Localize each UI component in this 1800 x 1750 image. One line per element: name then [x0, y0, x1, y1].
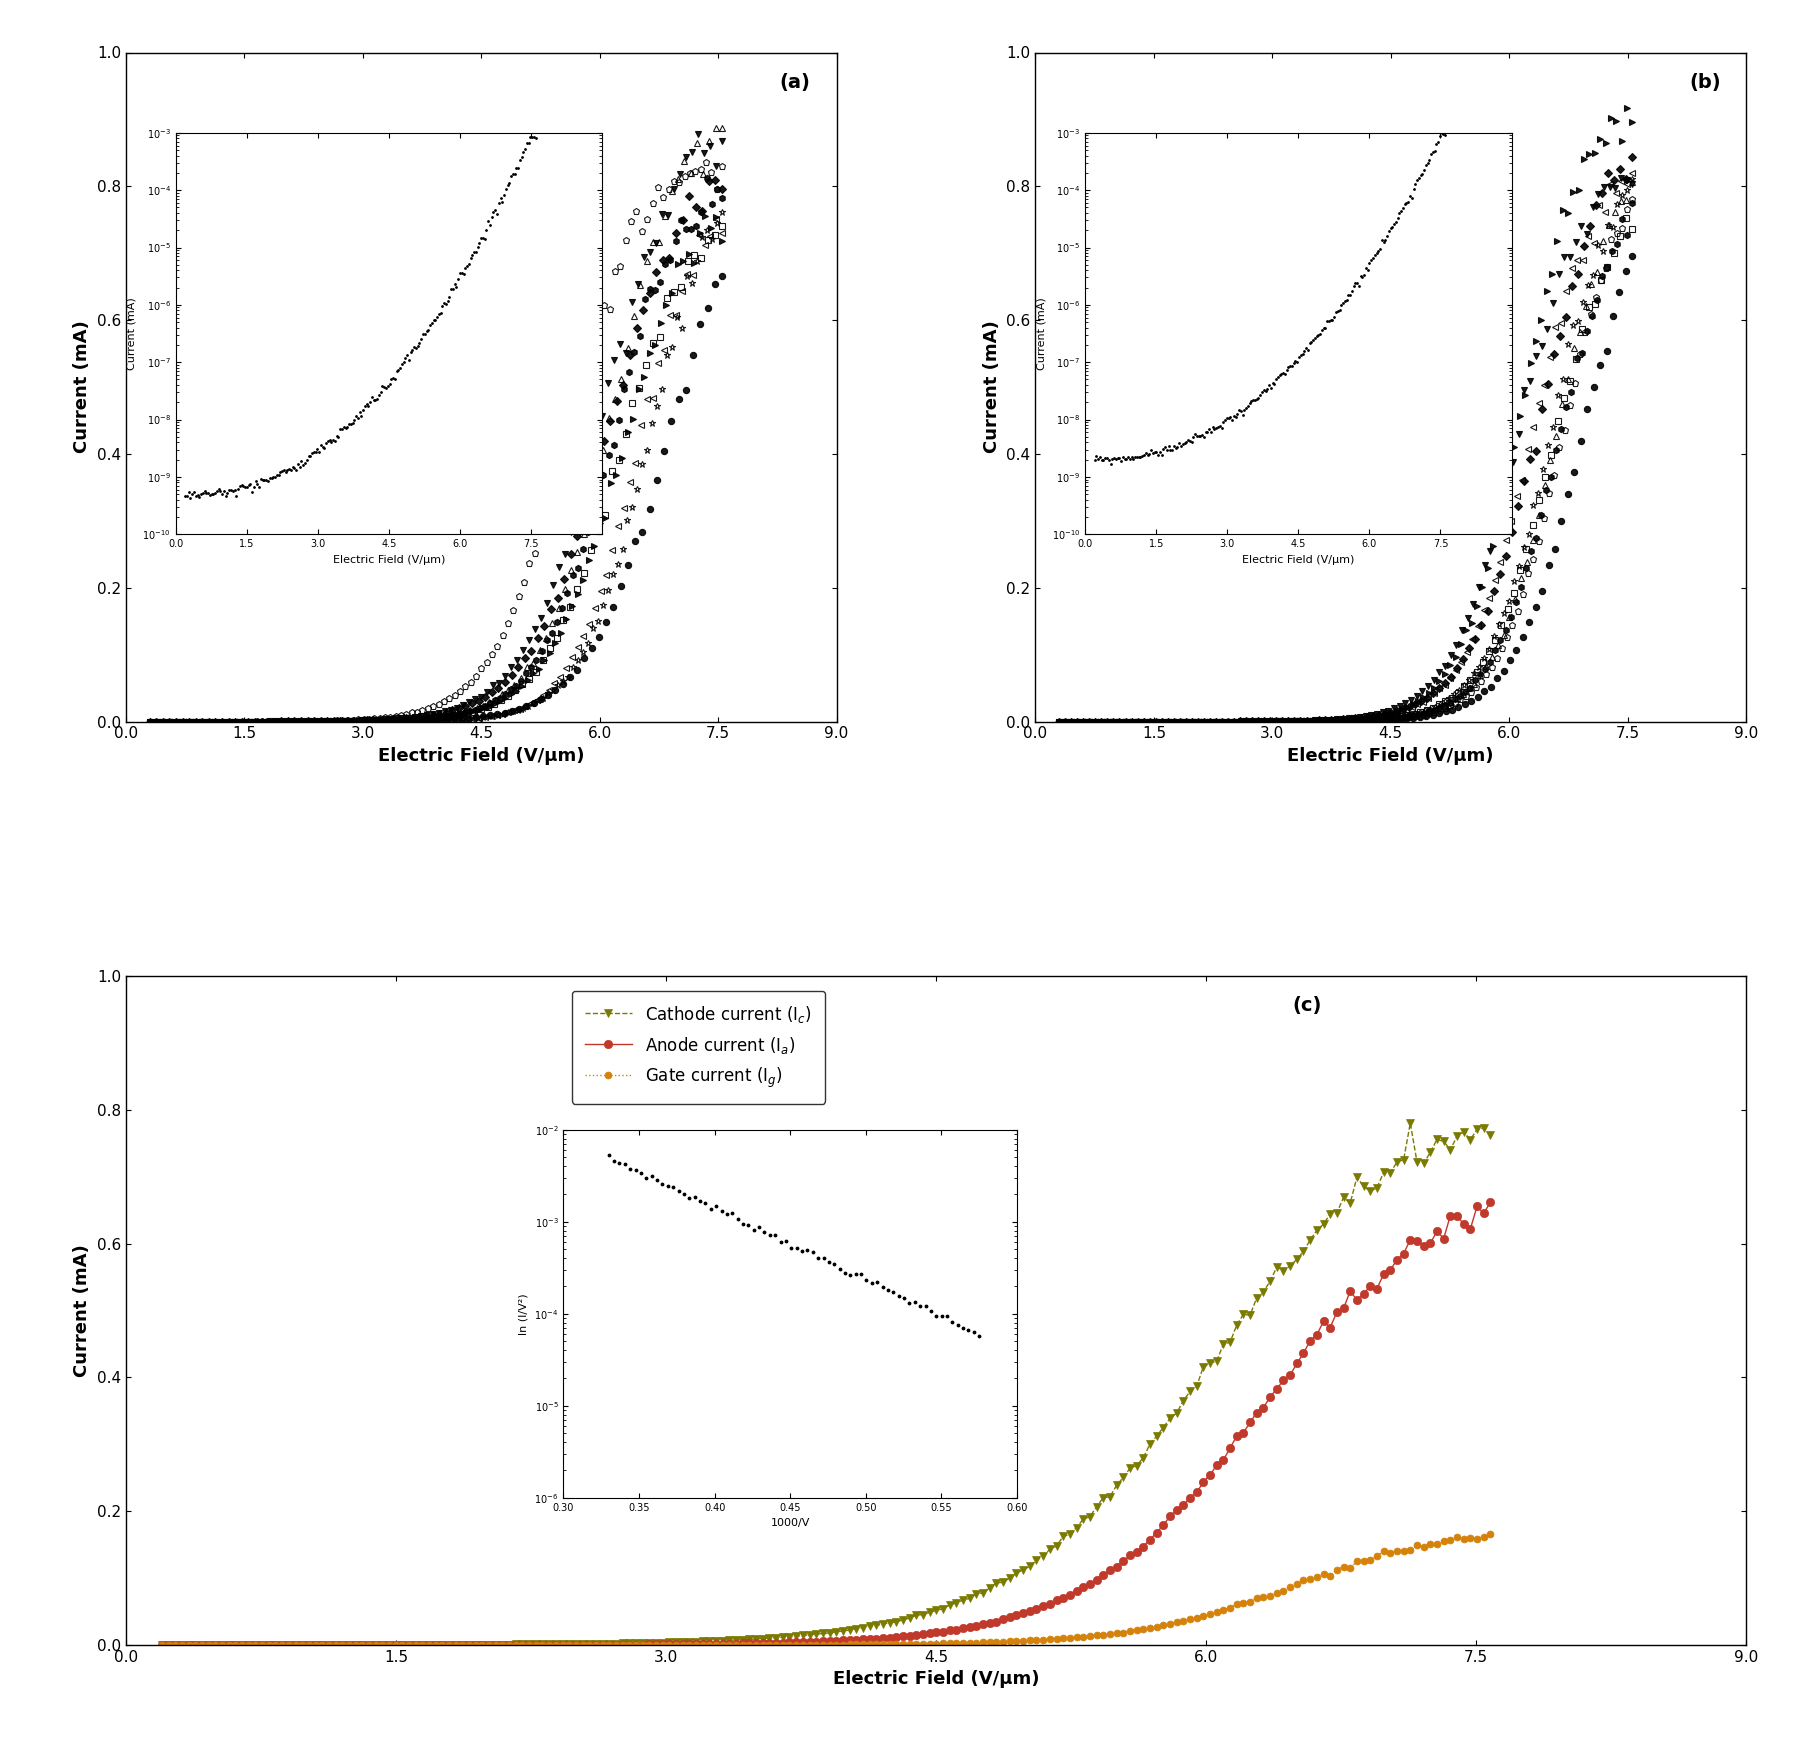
X-axis label: Electric Field (V/μm): Electric Field (V/μm)	[378, 747, 585, 765]
Anode current (I$_a$)	[232, 1634, 254, 1655]
Text: (a): (a)	[779, 72, 810, 91]
Legend: Cathode current (I$_c$), Anode current (I$_a$), Gate current (I$_g$): Cathode current (I$_c$), Anode current (…	[572, 990, 824, 1104]
Anode current (I$_a$)	[1480, 1192, 1501, 1213]
Cathode current (I$_c$)	[506, 1634, 527, 1655]
Line: Cathode current (I$_c$): Cathode current (I$_c$)	[158, 1118, 1494, 1648]
Gate current (I$_g$)	[398, 1634, 419, 1655]
Anode current (I$_a$)	[205, 1634, 227, 1655]
Gate current (I$_g$)	[506, 1634, 527, 1655]
Gate current (I$_g$)	[205, 1634, 227, 1655]
Cathode current (I$_c$)	[1420, 1141, 1442, 1162]
Anode current (I$_a$)	[151, 1634, 173, 1655]
Gate current (I$_g$)	[232, 1634, 254, 1655]
Text: (c): (c)	[1292, 996, 1321, 1015]
Y-axis label: Current (mA): Current (mA)	[74, 1244, 92, 1377]
Gate current (I$_g$)	[1480, 1524, 1501, 1545]
Text: (b): (b)	[1688, 72, 1721, 91]
Cathode current (I$_c$)	[205, 1634, 227, 1655]
Line: Gate current (I$_g$): Gate current (I$_g$)	[158, 1531, 1494, 1648]
Anode current (I$_a$)	[1413, 1236, 1435, 1256]
Cathode current (I$_c$)	[232, 1634, 254, 1655]
Y-axis label: Current (mA): Current (mA)	[74, 320, 92, 453]
Anode current (I$_a$)	[1366, 1278, 1388, 1298]
Anode current (I$_a$)	[506, 1634, 527, 1655]
Line: Anode current (I$_a$): Anode current (I$_a$)	[158, 1199, 1494, 1648]
Cathode current (I$_c$)	[398, 1634, 419, 1655]
Cathode current (I$_c$)	[1366, 1178, 1388, 1199]
Gate current (I$_g$)	[1366, 1545, 1388, 1566]
Gate current (I$_g$)	[151, 1634, 173, 1655]
Anode current (I$_a$)	[398, 1634, 419, 1655]
Gate current (I$_g$)	[1413, 1536, 1435, 1558]
Cathode current (I$_c$)	[151, 1634, 173, 1655]
Cathode current (I$_c$)	[1480, 1125, 1501, 1146]
X-axis label: Electric Field (V/μm): Electric Field (V/μm)	[833, 1671, 1039, 1689]
Cathode current (I$_c$)	[1399, 1113, 1420, 1134]
X-axis label: Electric Field (V/μm): Electric Field (V/μm)	[1287, 747, 1494, 765]
Y-axis label: Current (mA): Current (mA)	[983, 320, 1001, 453]
